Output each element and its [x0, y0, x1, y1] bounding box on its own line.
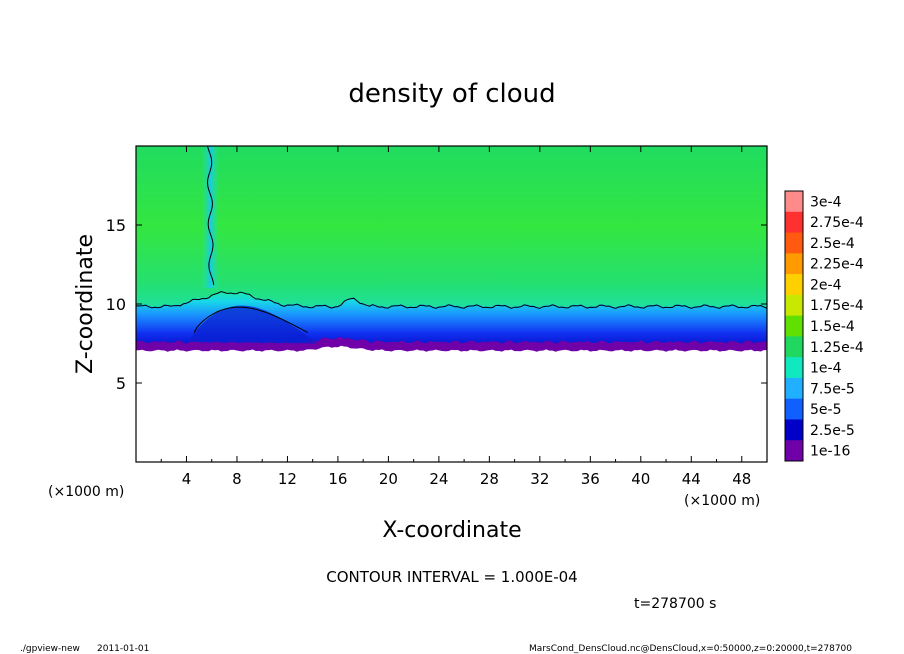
colorbar-label: 2.5e-4 [810, 236, 855, 252]
x-tick-label: 32 [530, 470, 549, 488]
colorbar-label: 3e-4 [810, 194, 842, 210]
colorbar-swatch [785, 232, 803, 254]
x-tick-label: 40 [631, 470, 650, 488]
colorbar-swatch [785, 398, 803, 420]
x-unit-left: (×1000 m) [48, 484, 124, 500]
x-tick-label: 36 [581, 470, 600, 488]
x-tick-label: 8 [232, 470, 242, 488]
upper-cloud-layer [136, 146, 767, 308]
footer-date: 2011-01-01 [97, 644, 149, 654]
z-tick-label: 10 [106, 295, 126, 314]
time-label: t=278700 s [634, 596, 716, 612]
x-tick-label: 44 [682, 470, 701, 488]
convective-plume [201, 146, 220, 289]
x-tick-label: 48 [732, 470, 751, 488]
colorbar-swatch [785, 191, 803, 213]
colorbar-swatch [785, 336, 803, 358]
z-tick-label: 15 [106, 216, 126, 235]
colorbar-label: 1e-4 [810, 361, 842, 377]
x-tick-label: 4 [182, 470, 192, 488]
cloud-base-layer [136, 336, 767, 352]
colorbar-swatch [785, 419, 803, 441]
colorbar: 3e-4 2.75e-4 2.5e-4 2.25e-4 2e-4 1.75e-4 1.5e-… [784, 190, 864, 462]
colorbar-swatch [785, 253, 803, 275]
colorbar-label: 5e-5 [810, 402, 841, 418]
colorbar-frame [784, 190, 804, 462]
x-unit-right: (×1000 m) [684, 493, 760, 509]
x-tick-label: 16 [328, 470, 347, 488]
colorbar-label: 2.5e-5 [810, 423, 855, 439]
colorbar-label: 2e-4 [810, 278, 842, 294]
cloud-lens [189, 305, 316, 344]
x-tick-label: 12 [278, 470, 297, 488]
chart-title: density of cloud [348, 79, 555, 109]
x-tick-label: 28 [480, 470, 499, 488]
z-axis: 5 10 15 [106, 216, 767, 393]
contour-interval-label: CONTOUR INTERVAL = 1.000E-04 [326, 568, 577, 586]
colorbar-label: 1.5e-4 [810, 319, 855, 335]
y-axis-label: Z-coordinate [73, 234, 98, 374]
colorbar-label: 2.25e-4 [810, 257, 864, 273]
footer-source: MarsCond_DensCloud.nc@DensCloud,x=0:5000… [529, 644, 852, 654]
colorbar-swatch [785, 377, 803, 400]
x-tick-label: 20 [379, 470, 398, 488]
colorbar-swatch [785, 440, 803, 462]
contour-line-lens [193, 306, 308, 333]
colorbar-swatch [785, 211, 803, 234]
x-tick-label: 24 [429, 470, 448, 488]
colorbar-label: 7.5e-5 [810, 381, 855, 397]
colorbar-label: 1.25e-4 [810, 340, 864, 356]
footer-program: ./gpview-new [20, 644, 80, 654]
colorbar-label: 1.75e-4 [810, 298, 864, 314]
colorbar-label: 1e-16 [810, 444, 850, 460]
x-axis-label: X-coordinate [382, 518, 521, 543]
colorbar-swatch [785, 274, 803, 296]
colorbar-label: 2.75e-4 [810, 215, 864, 231]
colorbar-swatch [785, 315, 803, 337]
contour-line-top [136, 290, 767, 309]
colorbar-swatch [785, 357, 803, 379]
z-tick-label: 5 [116, 374, 126, 393]
colorbar-swatch [785, 294, 803, 317]
contour-line-plume [207, 146, 215, 286]
heatmap-field [136, 146, 767, 462]
x-axis: 4 8 12 16 20 24 28 32 36 40 44 48 [160, 146, 751, 488]
